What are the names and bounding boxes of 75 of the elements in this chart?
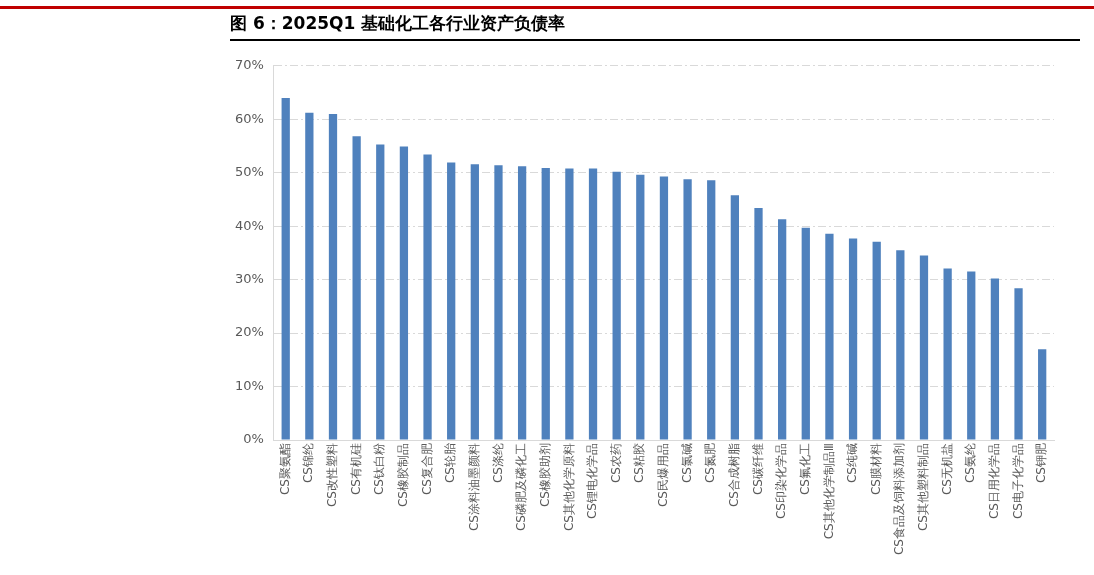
bar — [636, 174, 645, 440]
x-tick-label: CS日用化学品 — [987, 443, 1002, 519]
x-tick-label: CS锦纶 — [301, 443, 316, 483]
x-tick-label: CS膜材料 — [868, 443, 883, 495]
bar — [281, 97, 290, 440]
x-tick-label: CS粘胶 — [632, 443, 647, 483]
x-tick-label: CS锂电化学品 — [585, 443, 600, 519]
bar — [352, 136, 361, 440]
bar — [399, 146, 409, 440]
bar — [565, 168, 574, 440]
bar — [447, 162, 456, 440]
bar — [754, 208, 763, 440]
bar — [470, 164, 479, 440]
bar — [1038, 349, 1047, 440]
bar — [707, 180, 716, 440]
x-tick-label: CS纯碱 — [845, 443, 860, 483]
x-tick-label: CS电子化学品 — [1010, 443, 1025, 519]
x-tick-label: CS橡胶助剂 — [537, 443, 552, 507]
bar — [683, 179, 692, 440]
bar — [990, 278, 1000, 440]
y-tick-label: 30% — [234, 271, 264, 287]
bar — [376, 144, 385, 440]
x-tick-label: CS其他化学原料 — [561, 443, 576, 531]
y-tick-label: 0% — [243, 431, 264, 447]
x-tick-label: CS复合肥 — [419, 443, 434, 495]
x-tick-label: CS民爆用品 — [656, 443, 671, 507]
bar — [896, 250, 905, 440]
bar — [517, 166, 527, 440]
x-tick-label: CS碳纤维 — [750, 443, 765, 495]
y-tick-label: 40% — [234, 217, 264, 233]
x-tick-label: CS食品及饲料添加剂 — [892, 443, 907, 555]
x-tick-label: CS改性塑料 — [325, 443, 340, 507]
bar — [1014, 288, 1023, 440]
bar — [423, 154, 432, 440]
x-tick-label: CS有机硅 — [348, 443, 363, 495]
y-tick-label: 50% — [234, 164, 264, 180]
x-tick-label: CS磷肥及磷化工 — [514, 443, 529, 531]
x-tick-label: CS农药 — [608, 443, 623, 483]
bar — [659, 176, 669, 440]
x-tick-label: CS氨纶 — [963, 443, 978, 483]
x-tick-label: CS氯碱 — [679, 443, 694, 483]
x-tick-label: CS印染化学品 — [774, 443, 789, 519]
x-tick-label: CS合成树脂 — [726, 443, 741, 507]
bar — [825, 233, 834, 440]
bar — [588, 168, 598, 440]
bar — [872, 241, 881, 440]
bar — [919, 255, 929, 440]
chart-title: 图 6：2025Q1 基础化工各行业资产负债率 — [230, 12, 1080, 41]
x-tick-label: CS钾肥 — [1034, 443, 1049, 483]
y-tick-label: 20% — [234, 324, 264, 340]
bar — [612, 171, 621, 440]
bar — [801, 227, 810, 440]
bar — [848, 238, 858, 440]
bar — [730, 195, 739, 440]
y-tick-label: 70% — [234, 57, 264, 73]
bar — [494, 165, 503, 440]
bar — [943, 268, 952, 440]
bar — [541, 167, 550, 440]
x-tick-label: CS氟化工 — [797, 443, 812, 495]
x-tick-label: CS涂料油墨颜料 — [466, 443, 481, 531]
x-tick-label: CS氮肥 — [703, 443, 718, 483]
bar — [305, 112, 314, 440]
bar — [328, 113, 338, 440]
x-tick-label: CS其他化学制品Ⅲ — [821, 443, 836, 540]
bar — [967, 271, 976, 440]
x-tick-label: CS钛白粉 — [372, 443, 387, 495]
x-tick-label: CS无机盐 — [939, 443, 954, 495]
x-tick-label: CS其他塑料制品 — [916, 443, 931, 531]
x-tick-label: CS橡胶制品 — [396, 443, 411, 507]
x-tick-label: CS轮胎 — [443, 443, 458, 483]
y-tick-label: 60% — [234, 110, 264, 126]
x-tick-label: CS聚氨酯 — [277, 443, 292, 495]
bar — [778, 219, 787, 440]
x-tick-label: CS涤纶 — [490, 443, 505, 483]
y-tick-label: 10% — [234, 377, 264, 393]
